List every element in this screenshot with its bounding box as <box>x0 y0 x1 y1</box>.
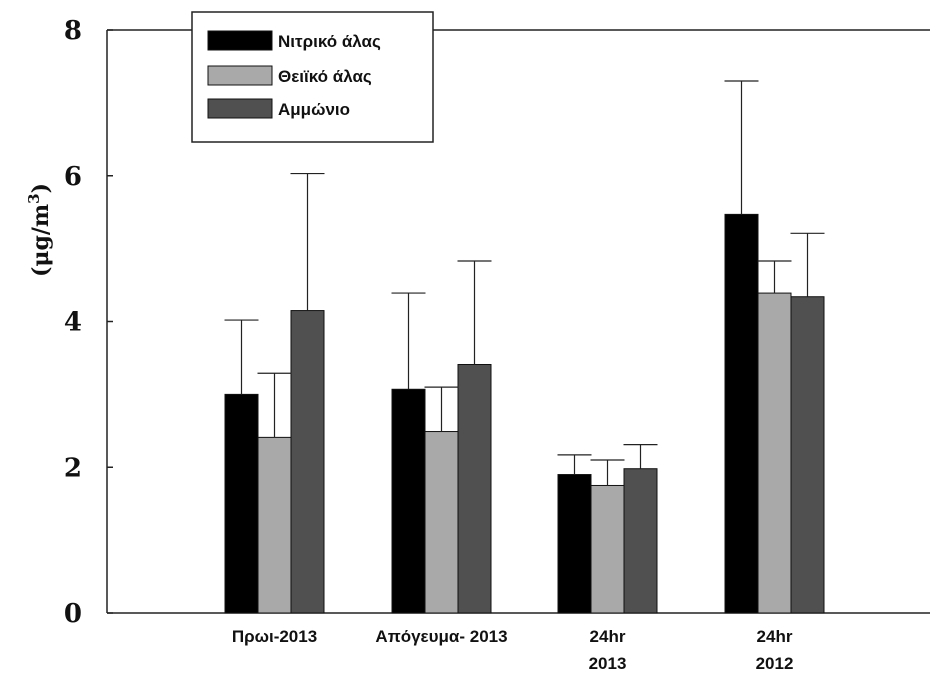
y-tick-label: 8 <box>64 16 82 46</box>
bar <box>623 468 658 614</box>
x-category-label: 2013 <box>589 654 627 673</box>
y-tick-label: 4 <box>64 308 82 338</box>
y-axis-ticks: 0 2 4 6 8 <box>64 16 113 629</box>
y-tick-label: 0 <box>64 599 82 629</box>
bars <box>224 213 825 614</box>
y-axis-title: (μg/m3) <box>25 183 54 277</box>
legend-label: Νιτρικό άλας <box>278 32 381 51</box>
bar <box>224 393 259 614</box>
bar <box>257 436 292 614</box>
x-category-label: 24hr <box>757 627 793 646</box>
legend-label: Θειϊκό άλας <box>278 67 372 86</box>
bar <box>290 310 325 614</box>
y-tick-label: 6 <box>64 162 82 192</box>
bar <box>590 484 625 614</box>
bar <box>457 363 492 614</box>
bar <box>724 213 759 614</box>
legend: Νιτρικό άλας Θειϊκό άλας Αμμώνιο <box>191 11 434 143</box>
legend-swatch <box>207 30 273 51</box>
bar <box>757 292 792 614</box>
bar <box>391 388 426 614</box>
bar <box>424 431 459 614</box>
y-tick-label: 2 <box>64 453 82 483</box>
x-category-label: 2012 <box>756 654 794 673</box>
y-axis-label: (μg/m3) <box>25 183 54 277</box>
x-category-label: Απόγευμα- 2013 <box>375 627 507 646</box>
x-axis-labels: Πρωι-2013 Απόγευμα- 2013 24hr 2013 24hr 2012 <box>232 627 794 673</box>
x-category-label: 24hr <box>590 627 626 646</box>
x-category-label: Πρωι-2013 <box>232 627 317 646</box>
error-bars <box>224 80 825 486</box>
bar <box>790 296 825 614</box>
bar <box>557 474 592 614</box>
legend-swatch <box>207 65 273 86</box>
legend-swatch <box>207 98 273 119</box>
legend-label: Αμμώνιο <box>278 100 350 119</box>
